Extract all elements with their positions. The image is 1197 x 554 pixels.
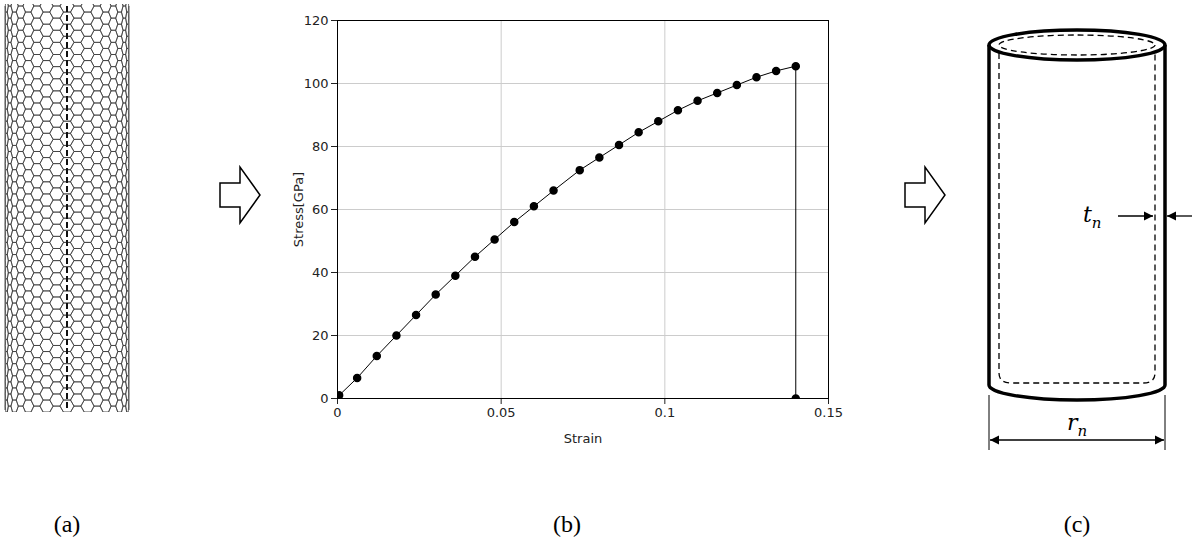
svg-text:100: 100 [304,76,329,91]
svg-text:(c): (c) [1064,511,1091,537]
svg-text:rn: rn [1067,410,1087,440]
svg-text:80: 80 [312,139,329,154]
svg-text:40: 40 [312,265,329,280]
svg-text:20: 20 [312,328,329,343]
svg-text:0: 0 [320,391,328,406]
svg-text:0.15: 0.15 [814,405,843,420]
svg-text:0.05: 0.05 [487,405,516,420]
svg-text:tn: tn [1083,202,1102,232]
svg-text:120: 120 [304,13,329,28]
svg-text:0: 0 [333,405,341,420]
svg-text:Strain: Strain [564,431,603,446]
svg-text:Stress[GPa]: Stress[GPa] [291,172,306,247]
svg-text:60: 60 [312,202,329,217]
svg-text:(b): (b) [553,511,581,537]
svg-text:0.1: 0.1 [654,405,675,420]
svg-text:(a): (a) [54,511,81,537]
